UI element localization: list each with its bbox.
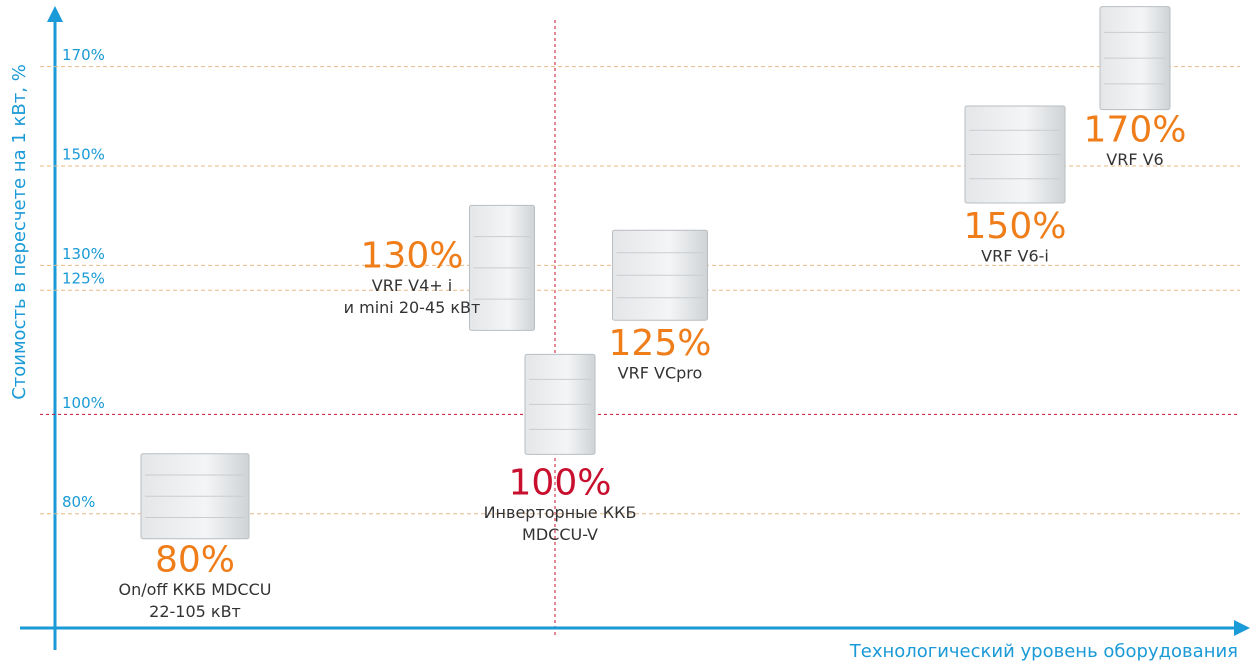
chart: Стоимость в пересчете на 1 кВт, % Технол… [0,0,1252,664]
product-label: VRF V6 [1106,150,1163,169]
product-label: VRF VCpro [618,364,703,383]
y-tick-label: 150% [62,146,105,164]
y-tick-label: 80% [62,493,95,511]
product-unit [525,354,595,454]
product-label: On/off ККБ MDCCU [119,580,272,599]
y-tick-label: 170% [62,46,105,64]
product-unit [1100,7,1170,110]
product-unit [613,230,708,320]
x-axis-label: Технологический уровень оборудования [849,641,1238,662]
value-label: 125% [609,323,712,364]
product-unit [141,454,249,539]
product-label: MDCCU-V [522,525,598,544]
value-label: 100% [509,462,612,503]
value-label: 150% [964,206,1067,247]
product-label: 22-105 кВт [149,602,241,621]
y-tick-label: 130% [62,245,105,263]
product-label: VRF V6-i [981,247,1049,266]
y-axis-arrow [47,6,63,22]
product-label: VRF V4+ i [372,276,452,295]
value-label: 170% [1084,110,1187,151]
x-axis-arrow [1234,620,1250,636]
y-tick-label: 100% [62,394,105,412]
y-axis-label: Стоимость в пересчете на 1 кВт, % [9,64,30,400]
product-label: Инверторные ККБ [484,503,637,522]
y-tick-label: 125% [62,270,105,288]
product-unit [965,106,1065,203]
value-label: 80% [155,540,235,581]
product-label: и mini 20-45 кВт [344,298,481,317]
value-label: 130% [361,235,464,276]
